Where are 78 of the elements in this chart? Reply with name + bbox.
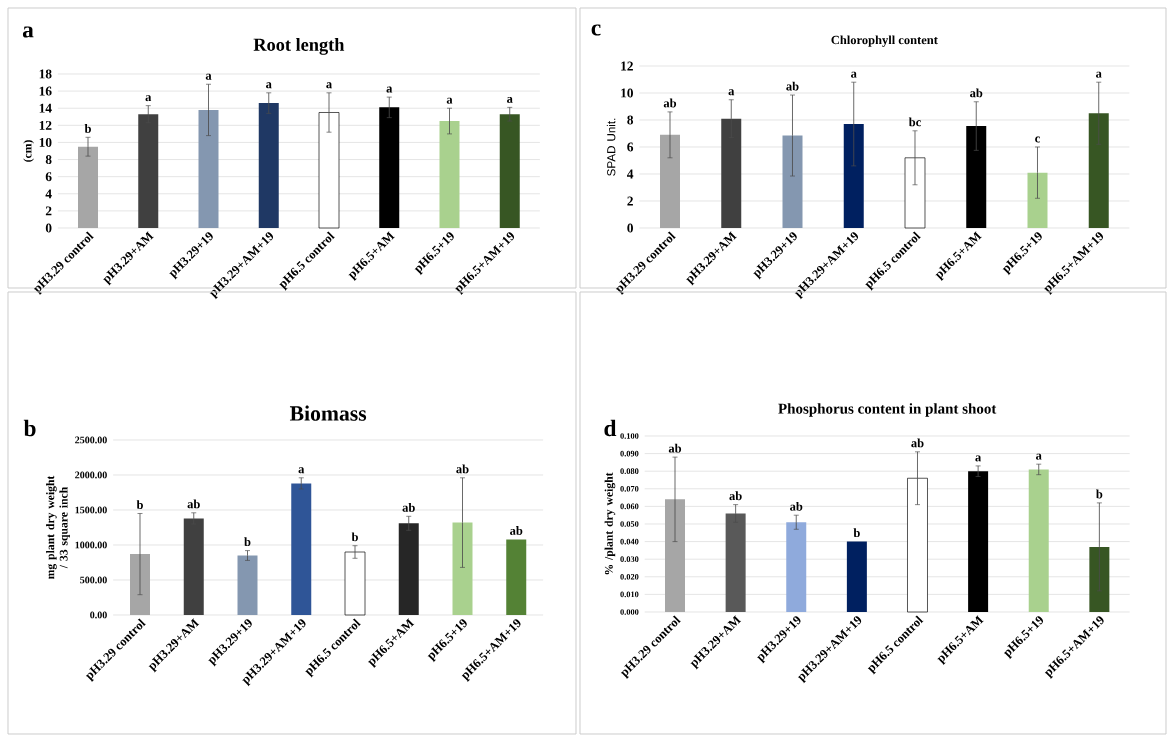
y-tick-label: 16 bbox=[39, 86, 52, 96]
annotation: a bbox=[205, 73, 212, 80]
y-tick-label: 0.020 bbox=[620, 573, 639, 580]
y-tick-label: 500.00 bbox=[80, 576, 107, 584]
annotation: b bbox=[853, 528, 860, 538]
y-tick-label: 0.070 bbox=[620, 485, 639, 492]
annotation: bc bbox=[908, 117, 921, 127]
chart-title: Biomass bbox=[289, 405, 367, 421]
y-tick-label: 0.00 bbox=[90, 611, 107, 619]
annotation: ab bbox=[790, 501, 803, 511]
chart-title: Phosphorus content in plant shoot bbox=[778, 403, 997, 417]
annotation: b bbox=[244, 537, 251, 547]
y-tick-label: 2000.00 bbox=[75, 471, 107, 479]
y-tick-label: 0.030 bbox=[620, 556, 639, 563]
y-tick-label: 2 bbox=[627, 196, 633, 206]
y-tick-label: 4 bbox=[45, 189, 52, 199]
text: d bbox=[604, 419, 617, 437]
y-tick-label: 0.040 bbox=[620, 538, 639, 545]
annotation: b bbox=[1096, 489, 1103, 499]
annotation: a bbox=[1036, 453, 1042, 460]
annotation: a bbox=[145, 95, 152, 102]
annotation: ab bbox=[668, 443, 682, 453]
y-tick-label: 0.090 bbox=[620, 450, 639, 457]
y-tick-label: 8 bbox=[627, 115, 634, 125]
y-tick-label: 8 bbox=[45, 155, 52, 165]
annotation: ab bbox=[786, 81, 799, 91]
annotation: ab bbox=[911, 438, 924, 448]
annotation: a bbox=[446, 97, 453, 104]
y-tick-label: 6 bbox=[627, 142, 634, 152]
y-tick-label: 0.010 bbox=[620, 591, 639, 598]
annotation: a bbox=[507, 96, 513, 103]
y-tick-label: 10 bbox=[621, 88, 633, 98]
y-tick-label: 12 bbox=[621, 61, 633, 71]
annotation: b bbox=[84, 124, 91, 133]
y-axis-title: SPAD Unit. bbox=[606, 118, 616, 176]
y-tick-label: 2 bbox=[45, 206, 52, 216]
y-axis-title: % /plant dry weight bbox=[604, 472, 616, 575]
y-tick-label: 14 bbox=[39, 103, 52, 113]
annotation: ab bbox=[187, 499, 200, 509]
annotation: a bbox=[851, 71, 857, 78]
y-tick-label: 1500.00 bbox=[75, 506, 107, 514]
annotation: a bbox=[326, 82, 332, 89]
y-tick-label: 18 bbox=[39, 69, 52, 79]
annotation: a bbox=[728, 89, 735, 96]
y-tick-label: 0 bbox=[45, 223, 52, 233]
y-tick-label: 0.050 bbox=[620, 521, 639, 527]
annotation: ab bbox=[970, 88, 983, 98]
y-axis-title: (cm) bbox=[23, 140, 34, 162]
text: a bbox=[22, 26, 34, 38]
y-tick-label: 0.100 bbox=[620, 433, 639, 439]
y-tick-label: 4 bbox=[627, 169, 634, 179]
annotation: ab bbox=[729, 491, 742, 501]
annotation: a bbox=[975, 455, 982, 462]
annotation: c bbox=[1035, 136, 1040, 143]
annotation: a bbox=[266, 82, 272, 89]
text: c bbox=[591, 24, 601, 36]
annotation: ab bbox=[402, 503, 415, 512]
annotation: ab bbox=[663, 98, 677, 108]
y-tick-label: 0.000 bbox=[620, 609, 639, 615]
annotation: a bbox=[386, 86, 393, 93]
chart-title: Chlorophyll content bbox=[831, 35, 938, 47]
y-tick-label: 0 bbox=[627, 223, 633, 233]
y-axis-title: mg plant dry weight / 33 square inch bbox=[46, 475, 70, 580]
annotation: ab bbox=[456, 464, 469, 474]
chart-title: Root length bbox=[253, 38, 345, 55]
y-tick-label: 10 bbox=[39, 137, 52, 147]
annotation: b bbox=[136, 500, 143, 510]
y-tick-label: 6 bbox=[45, 172, 52, 182]
annotation: a bbox=[298, 467, 305, 474]
y-tick-label: 2500.00 bbox=[75, 436, 107, 444]
y-tick-label: 1000.00 bbox=[75, 541, 107, 549]
y-tick-label: 0.060 bbox=[620, 503, 639, 510]
y-tick-label: 12 bbox=[39, 120, 52, 130]
annotation: a bbox=[1096, 71, 1102, 78]
text: b bbox=[23, 419, 36, 437]
annotation: b bbox=[351, 532, 358, 542]
annotation: ab bbox=[510, 526, 523, 535]
y-tick-label: 0.080 bbox=[620, 468, 639, 475]
